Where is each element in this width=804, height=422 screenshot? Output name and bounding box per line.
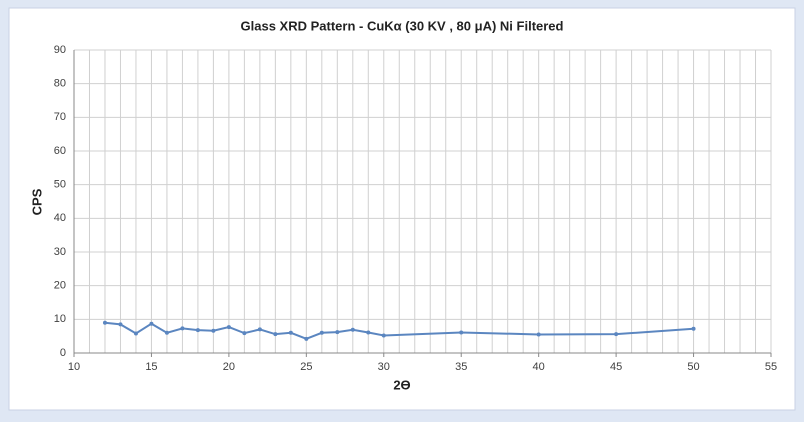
x-tick-label: 15 <box>145 361 157 373</box>
x-tick-label: 35 <box>455 361 467 373</box>
y-tick-label: 90 <box>54 44 66 56</box>
x-tick-label: 40 <box>533 361 545 373</box>
chart-area <box>8 7 796 411</box>
data-point <box>133 331 138 336</box>
data-point <box>335 330 340 335</box>
data-point <box>149 321 154 326</box>
data-point <box>195 328 200 333</box>
y-tick-label: 70 <box>54 111 66 123</box>
data-point <box>164 330 169 335</box>
y-tick-label: 20 <box>54 280 66 292</box>
y-axis-label: CPS <box>29 188 44 215</box>
y-tick-label: 60 <box>54 145 66 157</box>
data-point <box>319 330 324 335</box>
data-point <box>304 336 309 341</box>
data-point <box>381 333 386 338</box>
x-tick-label: 50 <box>687 361 699 373</box>
data-point <box>118 322 123 327</box>
data-point <box>226 325 231 330</box>
y-tick-label: 0 <box>60 347 66 359</box>
x-tick-label: 30 <box>378 361 390 373</box>
x-tick-label: 45 <box>610 361 622 373</box>
data-point <box>350 327 355 332</box>
x-tick-label: 55 <box>765 361 777 373</box>
data-point <box>180 326 185 331</box>
data-point <box>102 320 107 325</box>
chart-title: Glass XRD Pattern - CuKα (30 KV , 80 μA)… <box>241 18 564 33</box>
x-axis-label: 2ϴ <box>393 377 410 392</box>
y-tick-label: 30 <box>54 246 66 258</box>
x-tick-label: 10 <box>68 361 80 373</box>
data-point <box>459 330 464 335</box>
y-tick-label: 40 <box>54 212 66 224</box>
data-point <box>366 330 371 335</box>
data-point <box>211 328 216 333</box>
data-point <box>614 332 619 337</box>
x-tick-label: 25 <box>300 361 312 373</box>
data-point <box>288 330 293 335</box>
data-point <box>273 332 278 337</box>
data-point <box>691 326 696 331</box>
data-point <box>536 332 541 337</box>
y-tick-label: 50 <box>54 179 66 191</box>
x-tick-label: 20 <box>223 361 235 373</box>
y-tick-label: 80 <box>54 78 66 90</box>
y-tick-label: 10 <box>54 313 66 325</box>
data-point <box>257 327 262 332</box>
data-point <box>242 331 247 336</box>
